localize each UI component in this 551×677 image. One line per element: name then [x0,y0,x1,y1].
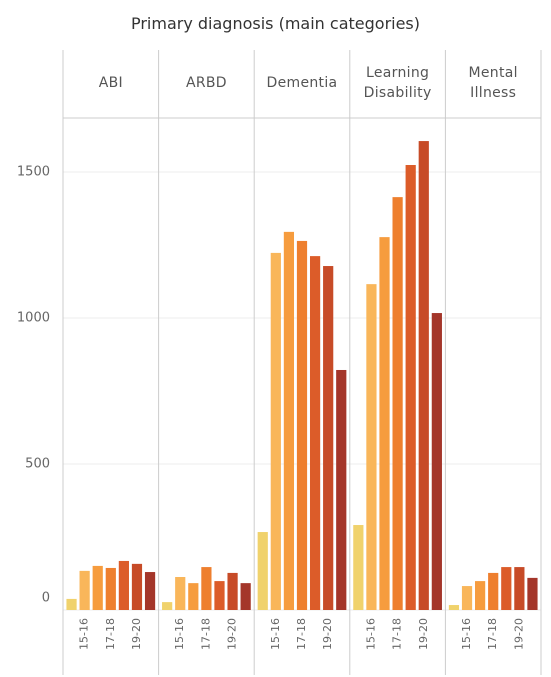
x-tick-label: 15-16 [173,618,186,650]
bar [309,256,321,610]
x-tick-label: 17-18 [104,618,117,650]
x-tick-label: 15-16 [269,618,282,650]
y-tick-label: 0 [42,591,50,606]
bar [201,567,212,610]
panel-header: ABI [98,75,123,92]
bar [379,237,390,610]
bar [501,567,512,610]
bar [79,570,90,610]
x-tick-label: 17-18 [391,618,404,650]
bar [527,577,538,610]
x-tick-label: 19-20 [226,618,239,650]
bar [283,231,295,610]
panel-header: Learning Disability [363,65,432,101]
panel-header: ARBD [185,75,227,92]
bar [270,252,281,611]
bar [488,572,499,610]
bar [131,563,143,610]
bar [323,266,334,610]
x-tick-label: 19-20 [512,618,525,650]
bar [366,284,377,610]
bar [188,583,199,610]
bar [144,572,156,610]
bar [105,567,116,610]
bar [162,602,173,610]
x-tick-label: 19-20 [321,618,334,650]
bar [92,565,103,610]
bar [214,581,225,610]
x-tick-label: 17-18 [486,618,499,650]
x-tick-label: 19-20 [130,618,143,650]
bar [257,532,268,610]
x-tick-label: 17-18 [199,618,212,650]
x-tick-label: 15-16 [460,618,473,650]
bar [431,313,442,610]
y-tick-label: 1500 [17,165,50,180]
x-tick-label: 17-18 [295,618,308,650]
bar [118,560,129,610]
bar [448,605,460,610]
chart-title: Primary diagnosis (main categories) [130,14,421,33]
panel-header: Mental Illness [468,65,518,101]
bar [514,567,525,610]
x-tick-label: 15-16 [78,618,91,650]
x-tick-label: 15-16 [364,618,377,650]
bar [336,369,347,610]
bar [175,577,186,610]
bar [227,572,238,610]
bar [66,598,77,610]
panel-header: Dementia [266,75,338,92]
bar [240,583,251,610]
bar [461,586,473,610]
bar [405,165,416,611]
y-tick-label: 500 [25,457,50,472]
y-tick-label: 1000 [17,311,50,326]
bar [296,240,308,610]
bar [392,197,403,610]
x-tick-label: 19-20 [417,618,430,650]
bar [475,581,486,610]
bar [353,525,364,610]
bar [418,141,429,610]
